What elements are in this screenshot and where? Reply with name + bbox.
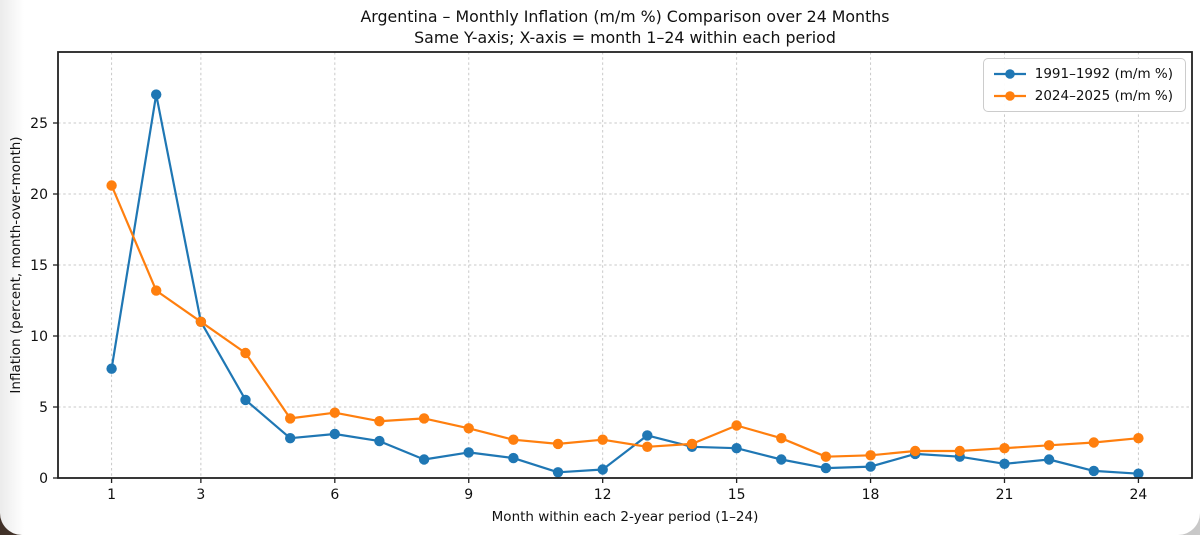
data-point	[731, 420, 742, 431]
series-line-0	[110, 93, 1140, 475]
data-point	[329, 407, 340, 418]
x-tick-label: 21	[996, 487, 1014, 503]
data-point	[999, 443, 1010, 454]
data-point	[776, 433, 787, 444]
x-axis-label: Month within each 2-year period (1–24)	[491, 509, 759, 525]
data-point	[151, 285, 162, 296]
x-tick-label: 24	[1130, 487, 1148, 503]
y-axis-label: Inflation (percent, month-over-month)	[8, 136, 24, 394]
y-tick-label: 0	[39, 471, 48, 487]
data-point	[463, 423, 474, 434]
data-point	[865, 450, 876, 461]
title-block: Argentina – Monthly Inflation (m/m %) Co…	[58, 6, 1192, 48]
data-point	[418, 413, 430, 424]
data-point	[552, 438, 564, 450]
data-point	[642, 441, 653, 452]
data-point	[999, 458, 1010, 469]
data-point	[820, 462, 832, 474]
data-point	[240, 394, 251, 406]
y-tick-label: 5	[39, 400, 48, 416]
data-point	[1043, 440, 1055, 451]
series-line-1	[110, 184, 1140, 458]
data-point	[820, 451, 832, 462]
chart-subtitle: Same Y-axis; X-axis = month 1–24 within …	[414, 28, 836, 47]
legend: 1991–1992 (m/m %) 2024–2025 (m/m %)	[982, 58, 1186, 112]
data-point	[508, 434, 519, 445]
chart-title: Argentina – Monthly Inflation (m/m %) Co…	[360, 7, 890, 26]
y-tick-label: 25	[30, 116, 48, 132]
y-tick-label: 10	[30, 329, 48, 345]
x-tick-label: 3	[196, 487, 205, 503]
data-point	[240, 347, 251, 359]
x-tick-label: 6	[330, 487, 339, 503]
data-point	[686, 438, 698, 450]
data-point	[597, 464, 608, 475]
data-point	[285, 413, 296, 424]
data-point	[865, 461, 876, 472]
data-point	[195, 316, 207, 327]
data-point	[1133, 468, 1144, 479]
data-point	[463, 447, 474, 458]
data-point	[1088, 437, 1100, 448]
data-point	[508, 452, 519, 464]
data-point	[329, 428, 340, 440]
data-point	[1133, 433, 1144, 444]
data-point	[106, 363, 117, 374]
data-point	[1088, 465, 1100, 477]
legend-item-1991-1992: 1991–1992 (m/m %)	[993, 66, 1173, 82]
data-point	[642, 430, 653, 441]
data-point	[552, 467, 564, 478]
axes-frame	[57, 51, 1193, 479]
x-tick-label: 15	[728, 487, 746, 503]
data-point	[597, 434, 608, 445]
y-tick-label: 20	[30, 187, 48, 203]
legend-line-marker-orange	[993, 91, 1026, 101]
data-point	[776, 454, 787, 465]
data-point	[285, 433, 296, 444]
legend-label: 1991–1992 (m/m %)	[1034, 66, 1173, 82]
data-point	[374, 435, 385, 447]
legend-line-marker-blue	[993, 69, 1026, 79]
data-point	[954, 445, 965, 457]
data-point	[418, 454, 430, 465]
data-point	[106, 180, 117, 191]
legend-label: 2024–2025 (m/m %)	[1034, 88, 1173, 104]
x-tick-label: 1	[107, 487, 116, 503]
x-tick-label: 12	[594, 487, 612, 503]
data-point	[151, 89, 162, 100]
x-tick-label: 9	[464, 487, 473, 503]
y-tick-label: 15	[30, 258, 48, 274]
data-point	[910, 445, 921, 457]
data-point	[731, 443, 742, 454]
legend-item-2024-2025: 2024–2025 (m/m %)	[993, 88, 1173, 104]
data-point	[374, 416, 385, 427]
data-point	[1043, 454, 1055, 465]
x-tick-label: 18	[862, 487, 880, 503]
